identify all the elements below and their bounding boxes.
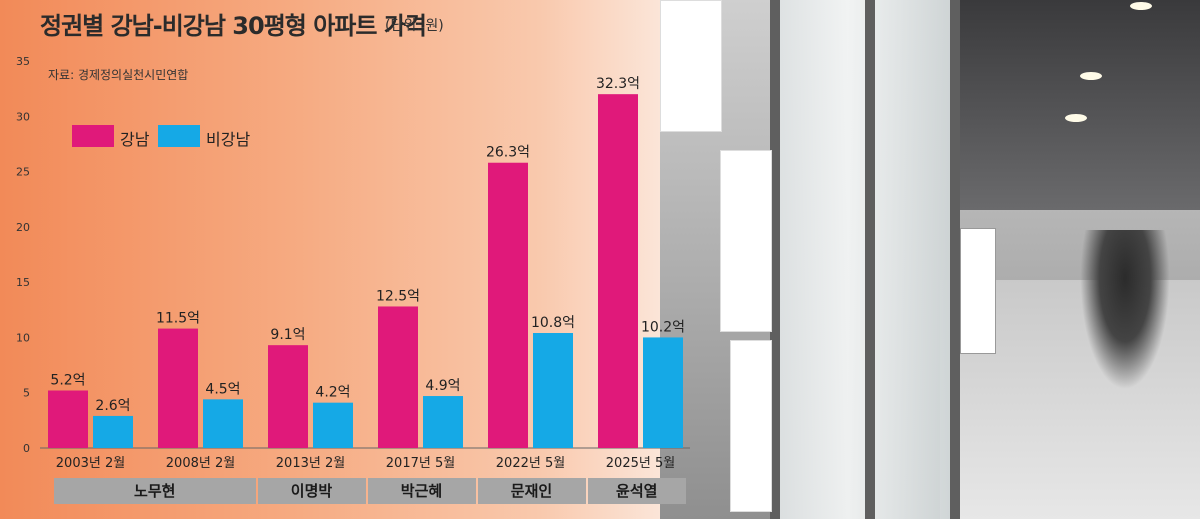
y-tick-label: 10	[16, 331, 30, 344]
bar-non-gangnam	[313, 402, 353, 448]
chart-title: 정권별 강남-비강남 30평형 아파트 가격	[40, 12, 427, 40]
bar-non-gangnam	[93, 415, 133, 448]
bar-non-gangnam	[533, 333, 573, 448]
x-tick-label: 2008년 2월	[166, 456, 235, 471]
data-label-non-gangnam: 4.2억	[315, 385, 350, 401]
bar-non-gangnam	[203, 399, 243, 448]
data-label-non-gangnam: 2.6억	[95, 398, 130, 414]
administration-label: 박근혜	[367, 478, 476, 504]
bar-non-gangnam	[423, 396, 463, 448]
unit-note: (단위: 원)	[385, 18, 444, 34]
bar-gangnam	[598, 94, 638, 449]
administration-label: 노무현	[54, 478, 256, 504]
y-tick-label: 0	[23, 442, 30, 455]
bar-gangnam	[378, 306, 418, 448]
bar-gangnam	[488, 162, 528, 448]
administration-label: 문재인	[477, 478, 586, 504]
x-tick-label: 2017년 5월	[386, 456, 455, 471]
bar-chart: 0 5 10 15 20 25 30 35 5.2억 2.6억 2003년 2월 11.5억 4.5억 2…	[16, 55, 690, 471]
legend-swatch-non-gangnam	[158, 125, 200, 147]
administration-label: 윤석열	[587, 478, 686, 504]
legend-label-non-gangnam: 비강남	[206, 130, 251, 149]
y-tick-label: 25	[16, 166, 30, 179]
data-label-gangnam: 9.1억	[270, 327, 305, 343]
data-label-gangnam: 11.5억	[156, 311, 200, 327]
x-tick-label: 2013년 2월	[276, 456, 345, 471]
administration-bar: 노무현 이명박 박근혜 문재인 윤석열	[54, 478, 686, 504]
bar-non-gangnam	[643, 337, 683, 448]
administration-label: 이명박	[257, 478, 366, 504]
bar-gangnam	[268, 345, 308, 448]
data-label-non-gangnam: 4.9억	[425, 378, 460, 394]
y-tick-label: 15	[16, 276, 30, 289]
data-label-non-gangnam: 10.8억	[531, 315, 575, 331]
legend-swatch-gangnam	[72, 125, 114, 147]
data-label-gangnam: 12.5억	[376, 288, 420, 304]
data-label-gangnam: 26.3억	[486, 145, 530, 161]
data-label-non-gangnam: 4.5억	[205, 381, 240, 397]
shop-sign-graphic	[810, 170, 890, 350]
source-note: 자료: 경제정의실천시민연합	[48, 68, 189, 82]
y-tick-label: 20	[16, 221, 30, 234]
data-label-gangnam: 5.2억	[50, 373, 85, 389]
bar-gangnam	[48, 390, 88, 448]
data-label-non-gangnam: 10.2억	[641, 319, 685, 335]
y-tick-label: 35	[16, 55, 30, 68]
data-label-gangnam: 32.3억	[596, 76, 640, 92]
background-photo	[660, 0, 1200, 519]
y-tick-label: 5	[23, 387, 30, 400]
bar-gangnam	[158, 328, 198, 448]
x-tick-label: 2022년 5월	[496, 456, 565, 471]
y-tick-label: 30	[16, 110, 30, 123]
x-tick-label: 2025년 5월	[606, 456, 675, 471]
legend-label-gangnam: 강남	[120, 130, 150, 149]
x-tick-label: 2003년 2월	[56, 456, 125, 471]
